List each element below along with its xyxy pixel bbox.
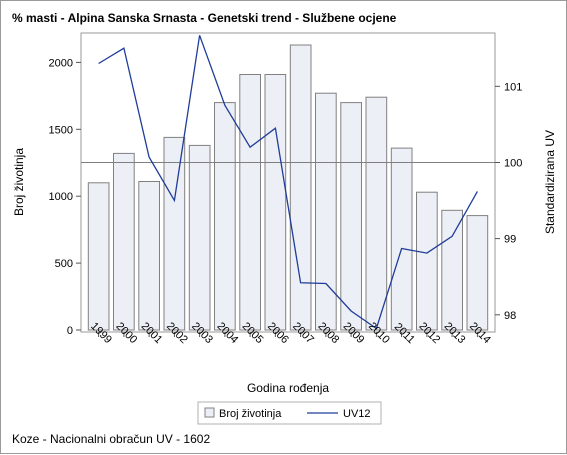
footnote: Koze - Nacionalni obračun UV - 1602 bbox=[12, 432, 210, 446]
uv12-line bbox=[98, 35, 478, 330]
y-tick-label: 500 bbox=[55, 258, 73, 270]
y2-tick-label: 100 bbox=[504, 158, 522, 170]
bar bbox=[315, 92, 337, 331]
legend-label-bars: Broj životinja bbox=[219, 408, 282, 420]
bar bbox=[214, 102, 236, 331]
legend-swatch-bars bbox=[204, 407, 215, 418]
legend-label-line: UV12 bbox=[343, 408, 371, 420]
y-tick-label: 1000 bbox=[49, 191, 73, 203]
legend-box bbox=[197, 401, 382, 425]
bar bbox=[138, 181, 161, 331]
bar bbox=[441, 209, 463, 331]
chart-title: % masti - Alpina Sanska Srnasta - Genets… bbox=[12, 11, 397, 25]
bar bbox=[87, 182, 110, 331]
bar bbox=[113, 152, 135, 331]
y-tick-label: 2000 bbox=[49, 57, 73, 69]
bar bbox=[340, 102, 362, 331]
y2-tick-label: 99 bbox=[504, 234, 516, 246]
y-tick-label: 1500 bbox=[49, 124, 73, 136]
bar bbox=[188, 144, 211, 331]
y2-tick-label: 98 bbox=[504, 310, 516, 322]
legend: Broj životinja UV12 bbox=[197, 401, 382, 425]
y-axis-label: Broj životinja bbox=[12, 148, 26, 216]
bar bbox=[239, 74, 262, 331]
y2-tick-label: 101 bbox=[504, 81, 522, 93]
bar bbox=[264, 74, 287, 331]
bar bbox=[365, 96, 388, 331]
right-axis-ticks: 98 99 100 101 bbox=[495, 81, 522, 322]
bar bbox=[390, 147, 413, 331]
y2-axis-label: Standardizirana UV bbox=[543, 130, 557, 234]
x-axis-label: Godina rođenja bbox=[247, 381, 329, 395]
bar bbox=[416, 191, 438, 331]
y-tick-label: 0 bbox=[67, 325, 73, 337]
bar bbox=[466, 215, 489, 331]
bar bbox=[163, 136, 186, 331]
left-axis-ticks: 0 500 1000 1500 2000 bbox=[49, 57, 81, 337]
bar bbox=[289, 44, 312, 331]
